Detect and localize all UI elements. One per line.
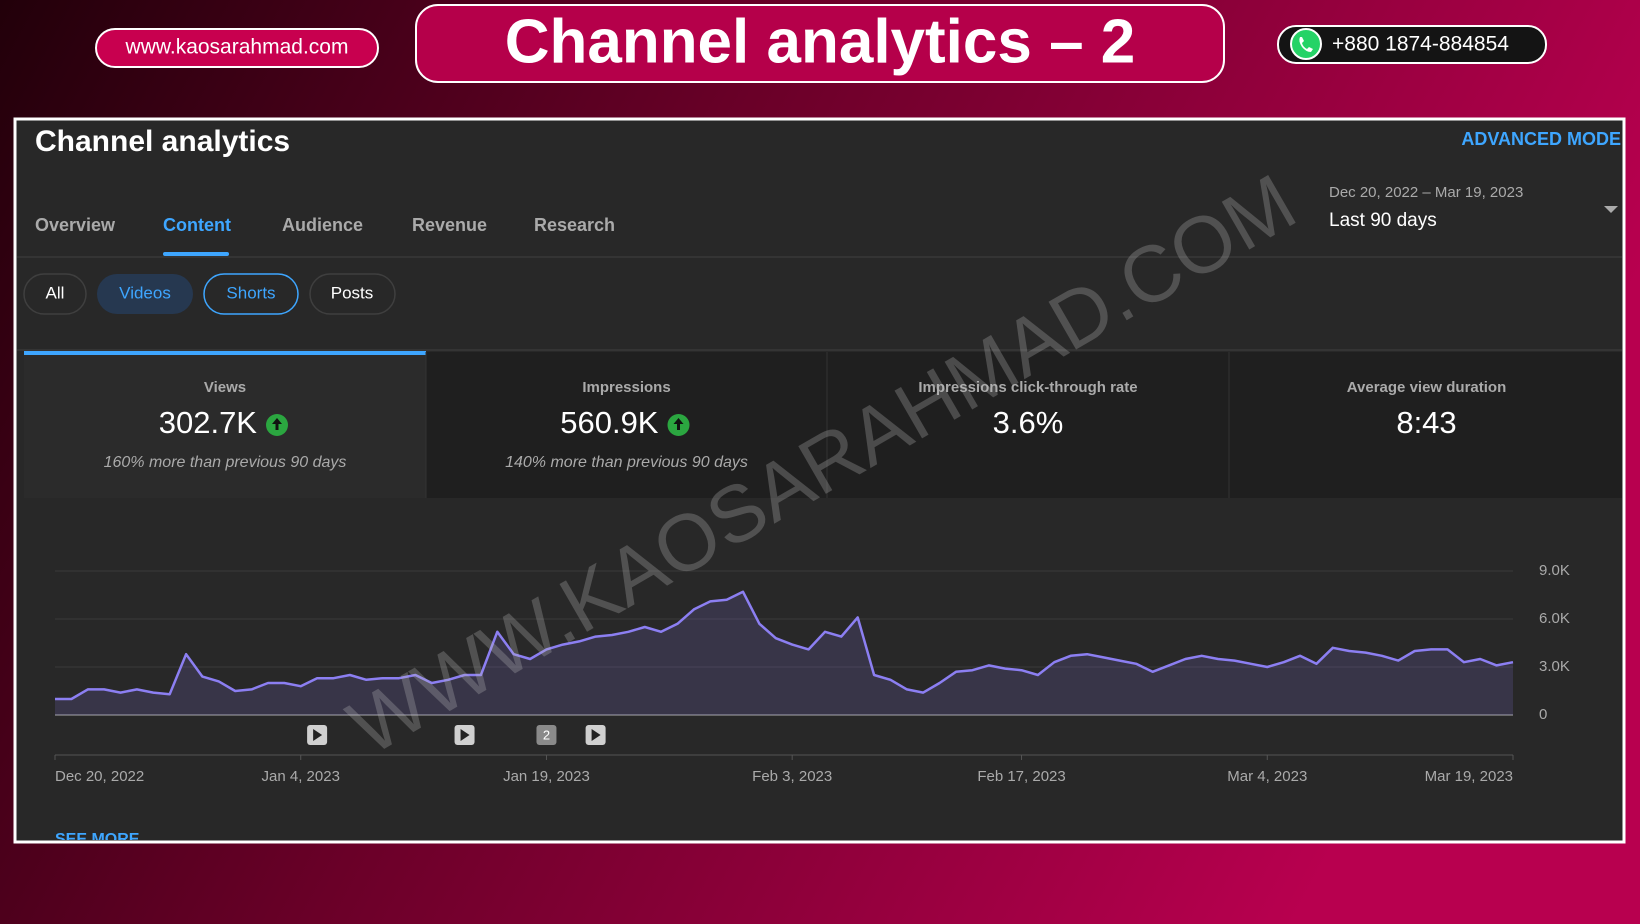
filter-label: Videos [119, 283, 171, 302]
advanced-mode[interactable]: ADVANCED MODE [1461, 129, 1621, 149]
metric-card[interactable] [426, 352, 827, 498]
see-more[interactable]: SEE MORE [55, 831, 140, 848]
x-tick-label: Dec 20, 2022 [55, 768, 144, 785]
play-icon [591, 729, 601, 741]
upload-marker[interactable] [536, 725, 557, 745]
metric-card[interactable] [24, 352, 426, 498]
metric-label: Impressions [582, 379, 670, 396]
upload-marker-count: 2 [543, 727, 550, 742]
metric-note: 140% more than previous 90 days [505, 454, 748, 471]
filter-label: Posts [331, 283, 374, 302]
app-title: Channel analytics [35, 125, 290, 158]
area [55, 591, 1513, 715]
tab[interactable]: Audience [282, 215, 363, 235]
phone-icon [1299, 37, 1313, 52]
metric-label: Views [204, 379, 246, 396]
metric-value: 302.7K [159, 405, 258, 440]
title-pill [415, 4, 1225, 83]
play-icon [313, 729, 323, 741]
filter-chip[interactable] [309, 273, 396, 315]
tab[interactable]: Research [534, 215, 615, 235]
chart: 0 3.0K 6.0K 9.0K 2 Dec 20, 2022 Jan 4, 2023 Jan… [54, 562, 1570, 785]
line [55, 590, 1514, 701]
trend-arrow [673, 418, 684, 430]
metric-value: 8:43 [1396, 405, 1456, 440]
play-icon [460, 729, 470, 741]
metric-label: Impressions click-through rate [918, 379, 1137, 396]
tab[interactable]: Revenue [412, 215, 487, 235]
filter-label: Shorts [226, 283, 275, 302]
x-tick-label: Feb 17, 2023 [977, 768, 1065, 785]
website: www.kaosarahmad.com [125, 36, 349, 59]
filter-chip-outlined[interactable] [203, 273, 299, 315]
y-tick-label: 9.0K [1539, 562, 1570, 579]
y-tick-label: 0 [1539, 706, 1547, 723]
x-tick-label: Feb 3, 2023 [752, 768, 832, 785]
whatsapp-icon [1290, 28, 1322, 60]
x-tick-label: Mar 4, 2023 [1227, 768, 1307, 785]
metric-card[interactable] [827, 352, 1229, 498]
trend-arrow [272, 418, 282, 430]
tab-underline [163, 252, 229, 256]
filter-label: All [46, 283, 65, 302]
x-tick-label: Jan 4, 2023 [262, 768, 340, 785]
website-pill [95, 28, 379, 68]
x-tick-label: Jan 19, 2023 [503, 768, 590, 785]
phone: +880 1874-884854 [1332, 33, 1509, 56]
dropdown-arrow[interactable] [1604, 206, 1618, 213]
tab[interactable]: Overview [35, 215, 116, 235]
metric-card[interactable] [1229, 352, 1624, 498]
metric-value: 560.9K [560, 405, 659, 440]
phone-pill [1277, 25, 1547, 64]
x-tick-label: Mar 19, 2023 [1425, 768, 1513, 785]
period[interactable]: Last 90 days [1329, 210, 1437, 231]
filter-chip-selected[interactable] [97, 274, 193, 314]
header-title: Channel analytics – 2 [505, 7, 1136, 76]
y-tick-label: 3.0K [1539, 658, 1570, 675]
y-tick-label: 6.0K [1539, 610, 1570, 627]
metric-label: Average view duration [1347, 379, 1507, 396]
filter-chip[interactable] [23, 273, 87, 315]
card-selected-bar [24, 351, 426, 355]
date-range: Dec 20, 2022 – Mar 19, 2023 [1329, 184, 1523, 201]
metric-note: 160% more than previous 90 days [104, 454, 347, 471]
metric-value: 3.6% [993, 405, 1064, 440]
tab-active[interactable]: Content [163, 215, 231, 235]
metric-cards: Views 302.7K 160% more than previous 90 da… [24, 351, 1624, 498]
